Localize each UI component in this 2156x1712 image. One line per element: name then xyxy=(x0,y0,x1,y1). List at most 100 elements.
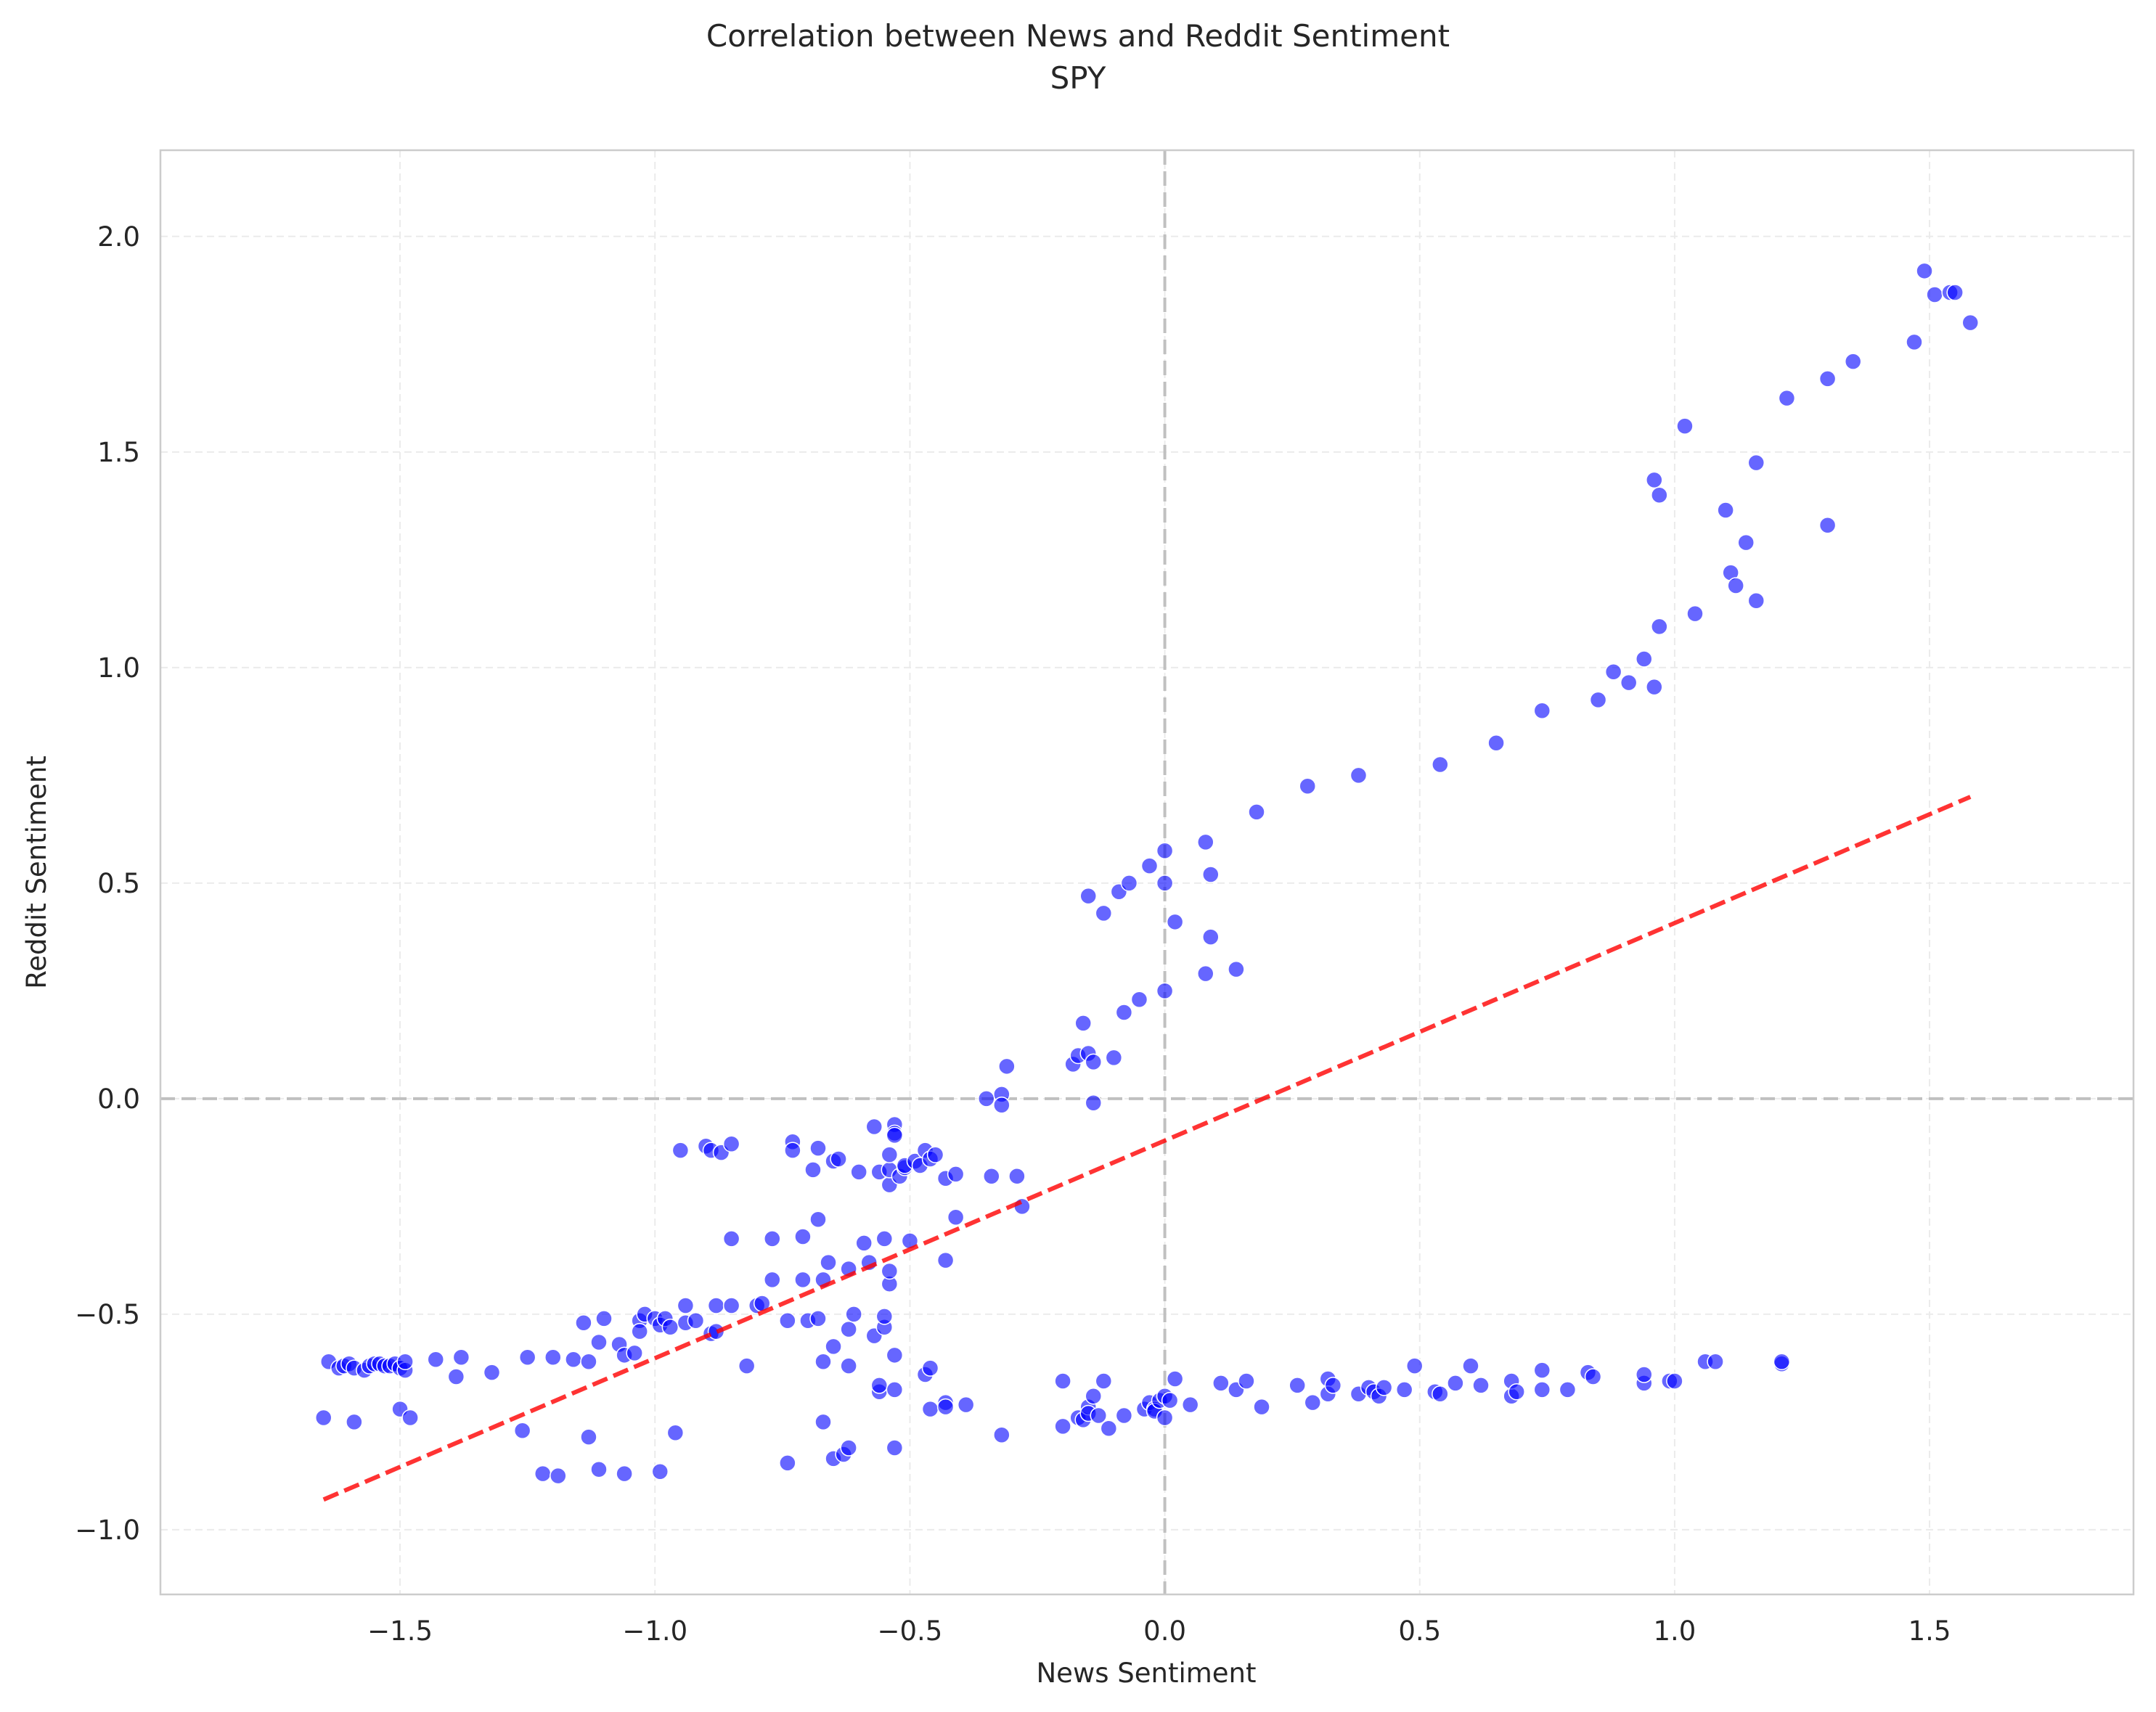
data-point xyxy=(1202,866,1220,883)
data-point xyxy=(1405,1357,1424,1375)
data-point xyxy=(1375,1379,1393,1396)
data-point xyxy=(1773,1353,1791,1370)
data-point xyxy=(1737,533,1755,552)
data-point xyxy=(1197,833,1214,851)
y-tick-label: 0.5 xyxy=(97,868,140,899)
x-tick-label: −0.5 xyxy=(877,1615,942,1647)
data-point xyxy=(1906,333,1923,351)
data-point xyxy=(1115,1406,1133,1425)
data-point xyxy=(534,1465,552,1483)
x-tick-labels: −1.5 −1.0 −0.5 0.0 0.5 1.0 1.5 xyxy=(367,1615,1951,1647)
data-point xyxy=(580,1428,597,1446)
data-point xyxy=(1533,702,1551,719)
data-point xyxy=(764,1230,781,1248)
data-point xyxy=(1349,766,1368,785)
data-point xyxy=(707,1297,725,1314)
data-point xyxy=(993,1426,1010,1443)
y-tick-labels: −1.0 −0.5 0.0 0.5 1.0 1.5 2.0 xyxy=(75,221,140,1546)
data-point xyxy=(1818,370,1837,388)
data-point xyxy=(452,1348,470,1367)
data-point xyxy=(1228,960,1245,978)
data-point xyxy=(850,1163,867,1181)
data-point xyxy=(794,1271,812,1289)
data-point xyxy=(947,1208,965,1226)
fit-line-group xyxy=(322,795,1972,1502)
data-point xyxy=(550,1467,567,1485)
data-point xyxy=(666,1424,685,1441)
data-point xyxy=(840,1320,857,1338)
data-point xyxy=(825,1338,842,1356)
y-tick-label: 2.0 xyxy=(97,221,140,253)
data-point xyxy=(661,1318,679,1336)
data-point xyxy=(855,1234,873,1252)
data-point xyxy=(1074,1015,1092,1032)
data-point xyxy=(518,1348,536,1367)
y-tick-label: 1.5 xyxy=(97,437,140,468)
data-point xyxy=(1212,1375,1230,1392)
data-point xyxy=(1747,454,1765,472)
x-axis-label: News Sentiment xyxy=(1037,1658,1257,1689)
data-point xyxy=(809,1139,827,1157)
data-point xyxy=(1676,417,1694,435)
data-point xyxy=(595,1310,613,1327)
data-point xyxy=(875,1230,894,1248)
data-point xyxy=(1253,1398,1270,1416)
data-point xyxy=(314,1409,332,1427)
data-point xyxy=(1156,842,1174,860)
data-point xyxy=(921,1359,939,1377)
data-point xyxy=(1559,1381,1577,1398)
data-point xyxy=(1686,605,1704,623)
data-point xyxy=(936,1251,955,1269)
data-point xyxy=(886,1439,904,1457)
data-point xyxy=(1666,1372,1683,1390)
data-point xyxy=(1289,1377,1306,1394)
data-point xyxy=(840,1357,857,1375)
x-tick-label: 1.5 xyxy=(1908,1615,1951,1647)
data-point xyxy=(687,1312,705,1330)
data-point xyxy=(1120,875,1138,892)
data-point xyxy=(1013,1197,1031,1216)
data-point xyxy=(738,1357,756,1375)
y-tick-label: 0.0 xyxy=(97,1084,140,1115)
data-point xyxy=(1447,1375,1464,1392)
data-point xyxy=(804,1161,822,1179)
data-point xyxy=(1727,577,1744,594)
data-point xyxy=(1462,1357,1479,1375)
data-point xyxy=(616,1465,633,1483)
data-point xyxy=(1533,1381,1551,1398)
x-tick-label: −1.0 xyxy=(622,1615,687,1647)
x-tick-label: 0.0 xyxy=(1143,1615,1186,1647)
y-tick-label: −0.5 xyxy=(75,1299,140,1330)
data-point xyxy=(1926,286,1943,303)
data-point xyxy=(396,1353,414,1370)
data-point xyxy=(809,1310,827,1327)
data-point xyxy=(1130,991,1148,1008)
data-point xyxy=(978,1090,995,1107)
chart-subtitle: SPY xyxy=(1050,60,1106,96)
data-point xyxy=(1818,517,1837,534)
data-point xyxy=(1140,857,1159,875)
data-point xyxy=(784,1142,801,1159)
data-point xyxy=(881,1262,899,1280)
data-point xyxy=(820,1253,837,1271)
data-point xyxy=(722,1230,740,1248)
data-point xyxy=(809,1211,827,1228)
data-point xyxy=(840,1439,857,1457)
data-point xyxy=(575,1314,592,1332)
data-point xyxy=(1181,1396,1199,1414)
data-point xyxy=(1197,964,1214,983)
data-point xyxy=(626,1344,643,1362)
data-point xyxy=(590,1460,608,1478)
plot-frame xyxy=(159,149,2135,1596)
data-point xyxy=(830,1150,847,1168)
reference-lines xyxy=(160,150,2133,1594)
y-axis-label: Reddit Sentiment xyxy=(21,755,52,989)
data-point xyxy=(677,1297,695,1314)
data-points xyxy=(314,262,1980,1485)
data-point xyxy=(1651,618,1668,636)
data-point xyxy=(1202,928,1220,946)
data-point xyxy=(722,1135,740,1152)
data-point xyxy=(1620,673,1638,692)
y-tick-label: 1.0 xyxy=(97,652,140,684)
data-point xyxy=(1589,691,1607,709)
